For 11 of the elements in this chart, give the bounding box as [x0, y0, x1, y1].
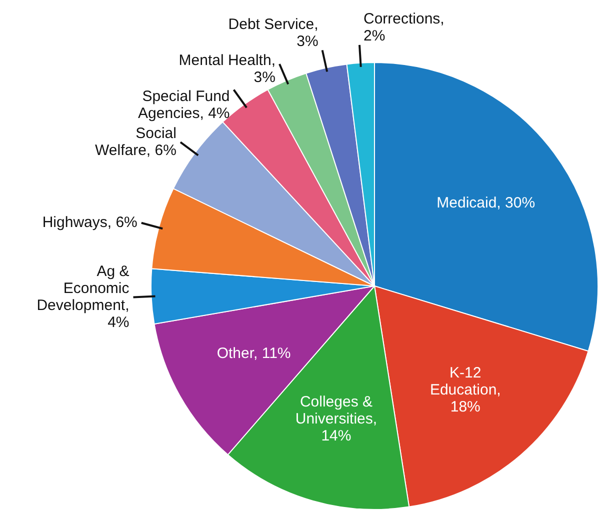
- slice-label: Highways, 6%: [42, 214, 138, 232]
- slice-label: Other, 11%: [216, 345, 291, 362]
- slice-label: Corrections, 2%: [363, 10, 444, 45]
- slice-label: Debt Service, 3%: [228, 16, 318, 50]
- slice-label: Special Fund Agencies, 4%: [138, 88, 230, 122]
- slice-label: Mental Health, 3%: [178, 52, 276, 86]
- slice-label: Social Welfare, 6%: [95, 124, 176, 159]
- slice-label: K-12 Education, 18%: [430, 364, 501, 416]
- slice-label: Medicaid, 30%: [436, 194, 536, 212]
- slice-label: Colleges & Universities, 14%: [295, 393, 378, 444]
- slice-label: Ag & Economic Development, 4%: [36, 262, 130, 331]
